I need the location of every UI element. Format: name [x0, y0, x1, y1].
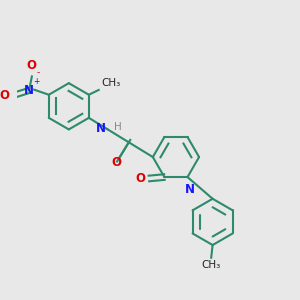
- Text: O: O: [27, 59, 37, 72]
- Text: O: O: [0, 89, 9, 102]
- Text: O: O: [112, 155, 122, 169]
- Text: +: +: [34, 77, 40, 86]
- Text: H: H: [114, 122, 122, 132]
- Text: CH₃: CH₃: [202, 260, 221, 270]
- Text: N: N: [96, 122, 106, 135]
- Text: CH₃: CH₃: [101, 78, 120, 88]
- Text: N: N: [24, 84, 34, 97]
- Text: O: O: [136, 172, 146, 185]
- Text: -: -: [36, 68, 39, 77]
- Text: N: N: [185, 183, 195, 196]
